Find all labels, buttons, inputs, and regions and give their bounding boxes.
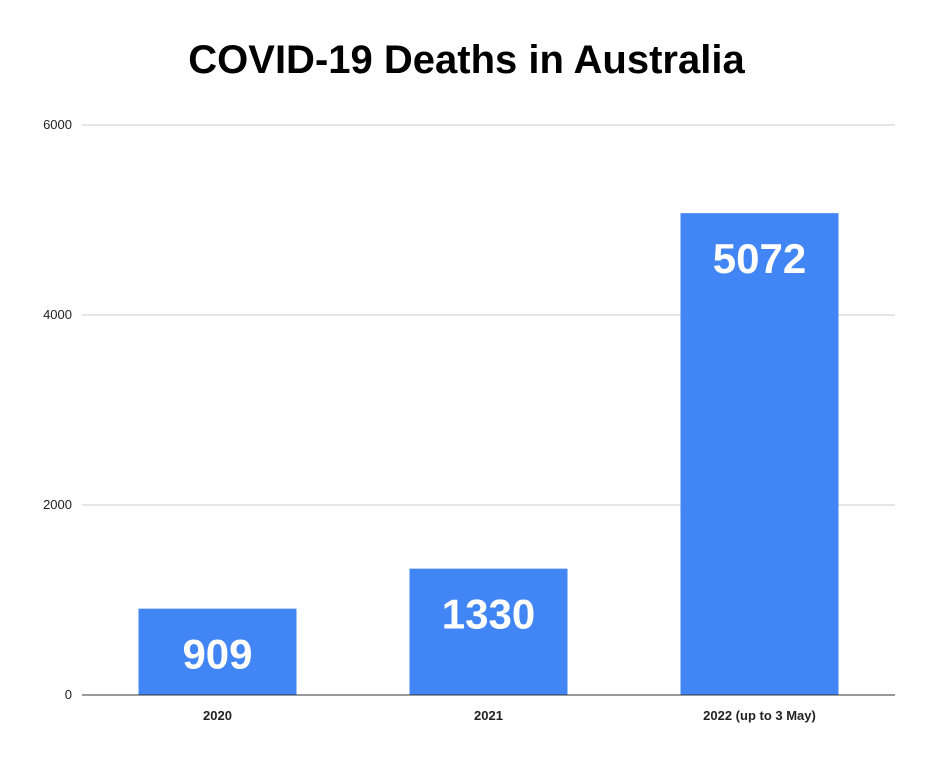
- data-labels: 909 1330 5072: [182, 235, 806, 677]
- data-label: 909: [182, 631, 252, 678]
- data-label: 1330: [442, 591, 535, 638]
- x-tick-label: 2021: [474, 708, 503, 723]
- x-axis-ticks: 2020 2021 2022 (up to 3 May): [203, 708, 816, 723]
- y-tick-label: 0: [65, 687, 72, 702]
- bar: [409, 568, 568, 695]
- x-tick-label: 2020: [203, 708, 232, 723]
- y-tick-label: 4000: [43, 307, 72, 322]
- y-axis-ticks: 0 2000 4000 6000: [43, 117, 72, 702]
- x-tick-label: 2022 (up to 3 May): [703, 708, 816, 723]
- chart-title: COVID-19 Deaths in Australia: [188, 38, 745, 82]
- data-label: 5072: [713, 235, 806, 282]
- y-tick-label: 6000: [43, 117, 72, 132]
- bar: [138, 608, 297, 695]
- y-tick-label: 2000: [43, 497, 72, 512]
- bar: [680, 213, 839, 695]
- bars: [138, 213, 839, 695]
